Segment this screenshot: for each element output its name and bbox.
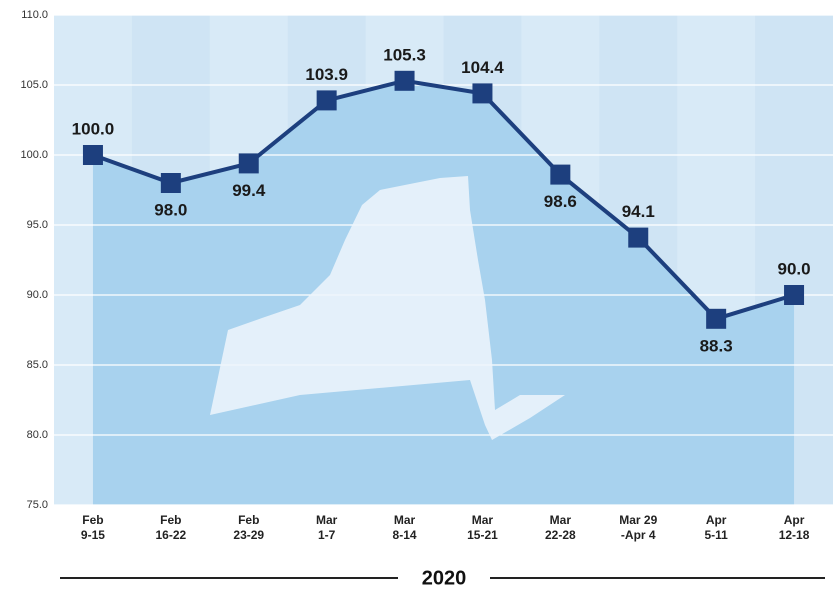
marker	[784, 285, 805, 305]
x-tick-label: Feb 23-29	[233, 513, 264, 542]
data-label: 105.3	[383, 45, 426, 64]
marker	[394, 70, 415, 91]
marker	[238, 153, 259, 174]
marker	[316, 90, 337, 111]
data-label: 88.3	[700, 336, 733, 355]
y-tick-label: 110.0	[21, 9, 48, 21]
x-tick-label: Apr 5-11	[704, 513, 728, 542]
x-axis-label: 2020	[422, 567, 467, 589]
marker	[472, 83, 493, 104]
data-label: 94.1	[622, 202, 655, 221]
line	[92, 78, 795, 322]
x-tick-label: Mar 22-28	[545, 513, 576, 542]
data-label: 100.0	[72, 119, 115, 138]
y-tick-label: 95.0	[27, 219, 48, 231]
data-label: 99.4	[232, 181, 266, 200]
data-label: 104.4	[461, 58, 504, 77]
y-tick-label: 75.0	[27, 499, 48, 511]
data-label: 103.9	[305, 65, 348, 84]
x-tick-label: Mar 1-7	[316, 513, 338, 542]
data-label: 98.0	[154, 200, 187, 219]
y-tick-label: 100.0	[20, 149, 48, 161]
x-tick-label: Mar 8-14	[393, 513, 417, 542]
x-tick-label: Feb 16-22	[155, 513, 186, 542]
y-tick-label: 90.0	[27, 289, 48, 301]
series-layer: 100.0 98.0 99.4 103.9 105.3 104.4 98.6 94.1 88.3…	[72, 45, 811, 355]
marker	[628, 227, 649, 248]
y-tick-label: 80.0	[27, 429, 48, 441]
marker	[550, 164, 571, 185]
x-tick-label: Feb 9-15	[81, 513, 105, 542]
data-label: 90.0	[778, 259, 811, 278]
marker	[706, 308, 727, 329]
x-tick-label: Mar 15-21	[467, 513, 498, 542]
state-map	[210, 176, 565, 440]
y-tick-label: 85.0	[27, 359, 48, 371]
marker	[82, 145, 103, 165]
x-tick-label: Apr 12-18	[779, 513, 810, 542]
data-label: 98.6	[544, 192, 577, 211]
x-tick-label: Mar 29 -Apr 4	[619, 513, 657, 542]
y-tick-label: 105.0	[20, 79, 48, 91]
marker	[160, 173, 181, 193]
